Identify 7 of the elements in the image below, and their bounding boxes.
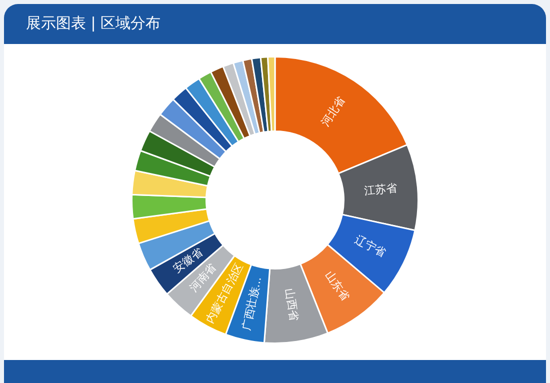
slice-label: 辽宁省 (352, 233, 388, 260)
chart-title: 展示图表 | 区域分布 (26, 13, 161, 33)
slice-label: 山西省 (282, 287, 300, 322)
slice-label: 江苏省 (363, 182, 398, 198)
slice-label: 广西壮族... (240, 275, 264, 332)
slice-label: 河北省 (318, 94, 348, 129)
slice-label: 山东省 (322, 268, 352, 303)
